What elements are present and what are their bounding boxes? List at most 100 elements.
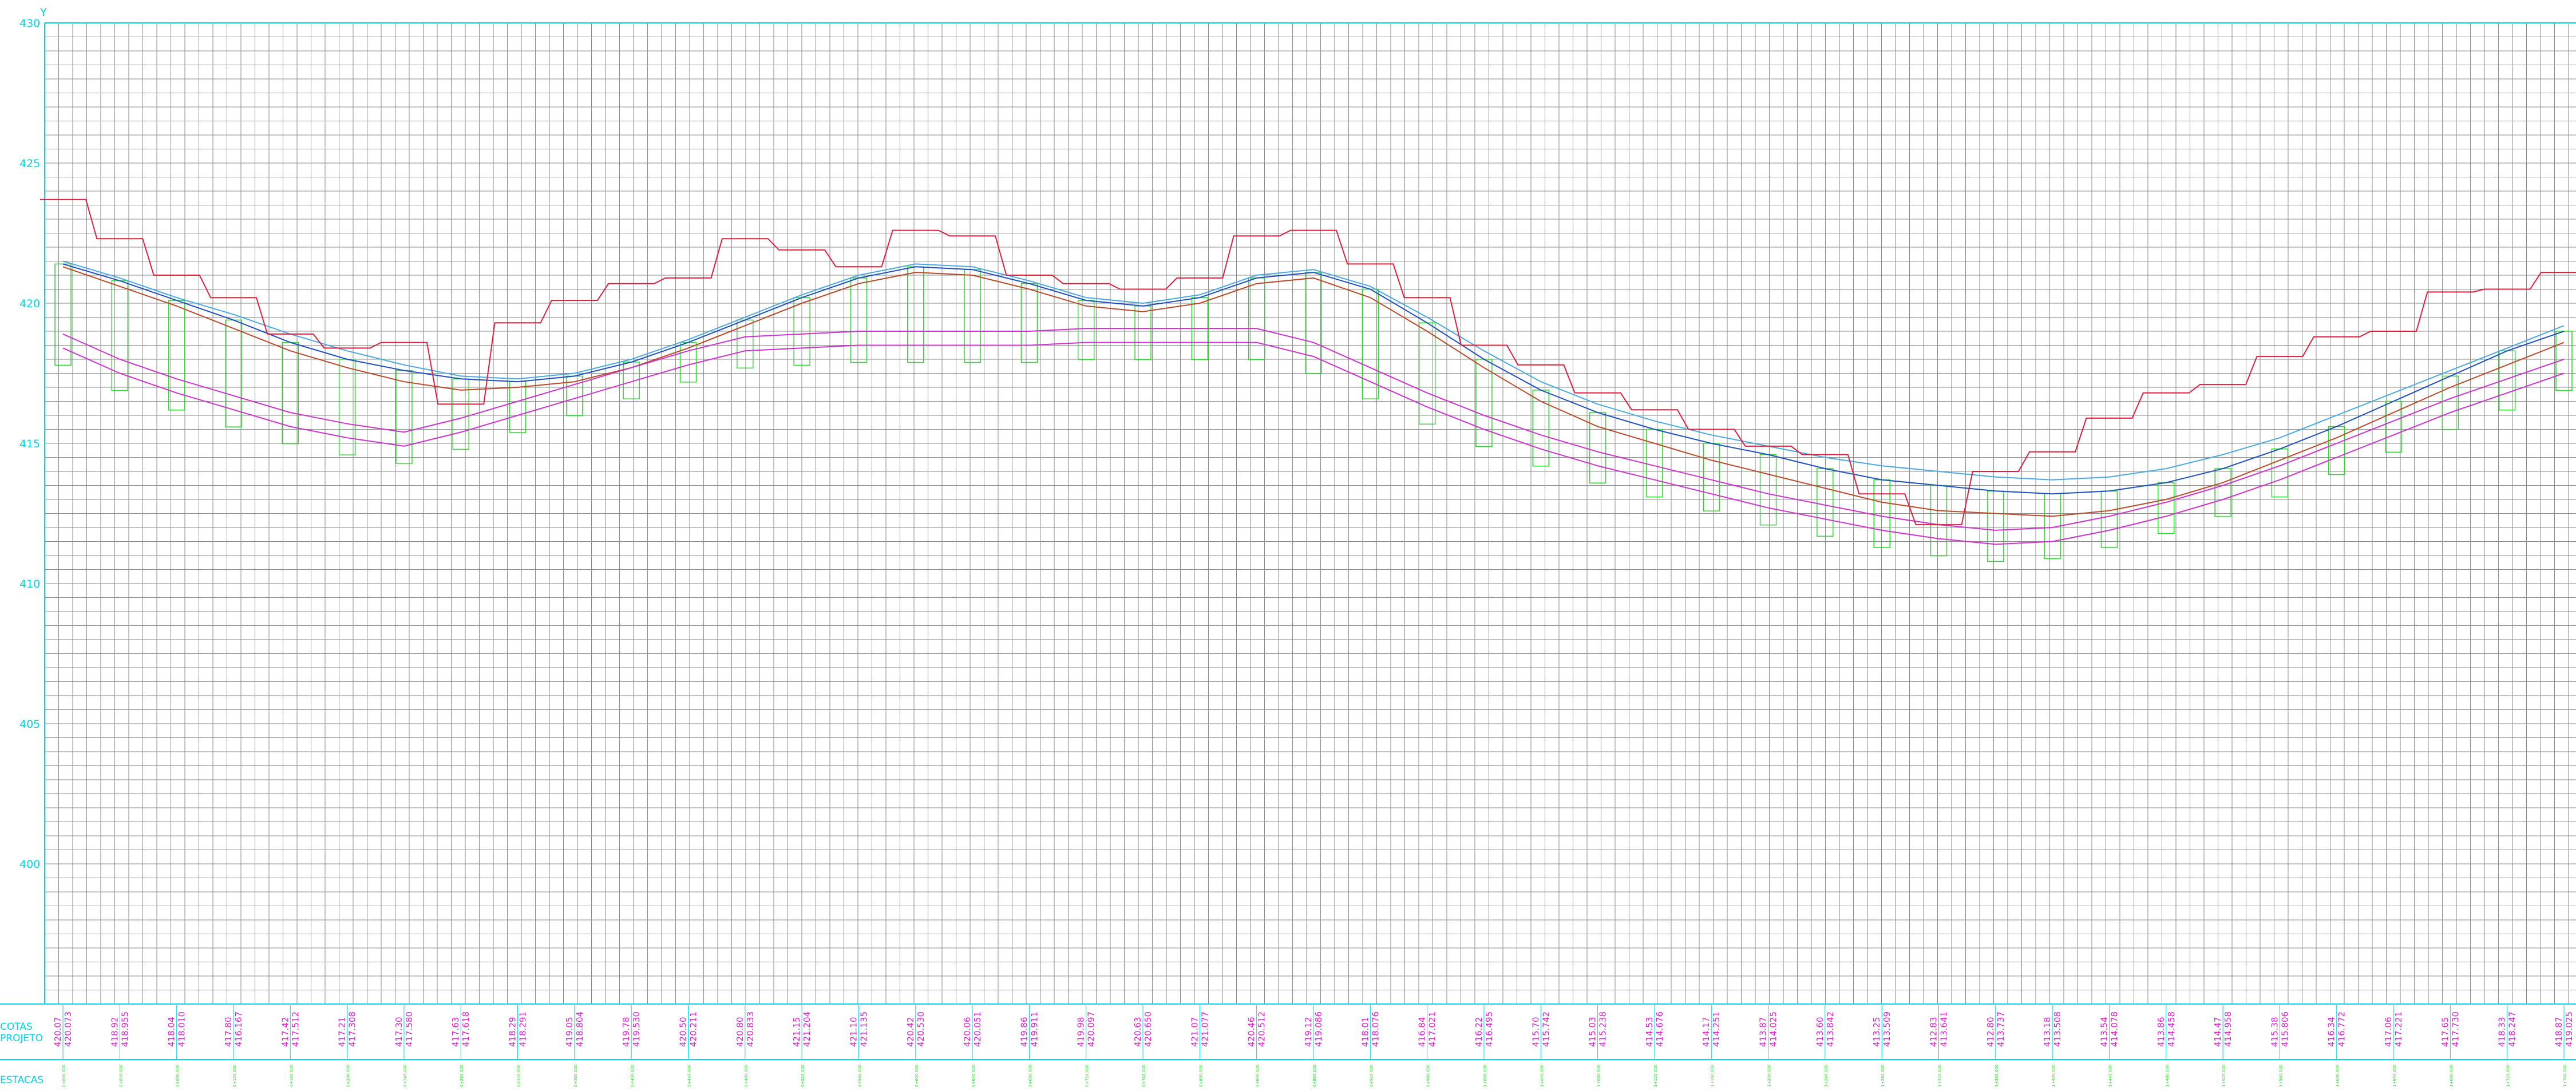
station-projeto: 419.530: [631, 1011, 642, 1047]
y-tick-label: 425: [19, 157, 40, 170]
station-projeto: 415.238: [1598, 1011, 1608, 1047]
station-estaca: 0+920,000: [1369, 1065, 1374, 1087]
station-estaca: 0+400,000: [630, 1065, 635, 1087]
y-tick-label: 405: [19, 718, 40, 731]
station-cota: 413.87: [1758, 1017, 1768, 1048]
station-estaca: 0+960,000: [1426, 1065, 1431, 1087]
y-tick-label: 420: [19, 297, 40, 310]
station-cota: 415.03: [1588, 1017, 1598, 1048]
station-cota: 420.80: [735, 1017, 745, 1048]
station-projeto: 420.051: [972, 1011, 983, 1047]
station-cota: 413.18: [2042, 1017, 2052, 1048]
station-estaca: 1+600,000: [2336, 1065, 2340, 1087]
station-projeto: 419.911: [1029, 1011, 1039, 1047]
station-cota: 413.54: [2099, 1017, 2109, 1048]
station-projeto: 417.580: [404, 1011, 414, 1047]
station-cota: 418.04: [167, 1017, 177, 1048]
station-estaca: 1+320,000: [1938, 1065, 1942, 1087]
station-projeto: 418.804: [575, 1011, 585, 1047]
surface-profile-line: [62, 266, 2565, 517]
station-cota: 420.46: [1247, 1017, 1257, 1048]
station-projeto: 418.076: [1370, 1011, 1380, 1047]
station-cota: 421.07: [1189, 1017, 1200, 1048]
station-estaca: 0+680,000: [1028, 1065, 1032, 1087]
station-estaca: 1+360,000: [1995, 1065, 1999, 1087]
row-label-estacas: ESTACAS: [0, 1074, 43, 1086]
station-estaca: 1+720,000: [2506, 1065, 2511, 1087]
station-projeto: 418.291: [518, 1011, 528, 1047]
station-estaca: 0+880,000: [1312, 1065, 1317, 1087]
station-cota: 419.78: [621, 1017, 631, 1048]
station-estaca: 0+280,000: [460, 1065, 464, 1087]
pipe-invert-line: [62, 342, 2565, 545]
station-estaca: 0+240,000: [403, 1065, 407, 1087]
station-cota: 419.98: [1076, 1017, 1086, 1048]
station-projeto: 416.495: [1484, 1011, 1494, 1047]
station-projeto: 413.509: [1882, 1011, 1892, 1047]
station-projeto: 414.676: [1655, 1011, 1665, 1047]
station-cota: 418.87: [2554, 1017, 2564, 1048]
station-estaca: 1+240,000: [1824, 1065, 1829, 1087]
pipe-top-line: [62, 328, 2565, 531]
station-estaca: 1+400,000: [2051, 1065, 2056, 1087]
y-tick-label: 430: [19, 17, 40, 30]
station-projeto: 420.097: [1086, 1011, 1097, 1047]
station-projeto: 414.251: [1711, 1011, 1722, 1047]
station-projeto: 421.077: [1200, 1011, 1210, 1047]
station-estaca: 1+000,000: [1483, 1065, 1487, 1087]
station-estaca: 1+040,000: [1540, 1065, 1544, 1087]
station-projeto: 416.772: [2337, 1011, 2347, 1047]
station-cota: 421.15: [792, 1017, 802, 1048]
station-projeto: 413.508: [2052, 1011, 2063, 1047]
station-estaca: 0+760,000: [1142, 1065, 1146, 1087]
station-cota: 416.22: [1474, 1017, 1484, 1048]
station-cota: 420.42: [905, 1017, 916, 1048]
station-cota: 418.92: [109, 1017, 120, 1048]
station-estaca: 0+520,000: [801, 1065, 805, 1087]
station-projeto: 415.742: [1541, 1011, 1551, 1047]
station-cota: 419.05: [564, 1017, 575, 1048]
station-projeto: 420.073: [63, 1011, 73, 1047]
station-estaca: 1+760,000: [2563, 1065, 2567, 1087]
station-estaca: 0+080,000: [176, 1065, 180, 1087]
station-estaca: 0+480,000: [744, 1065, 749, 1087]
row-label-projeto: PROJETO: [0, 1033, 43, 1044]
station-projeto: 420.833: [745, 1011, 755, 1047]
station-projeto: 413.737: [1996, 1011, 2006, 1047]
station-estaca: 1+200,000: [1767, 1065, 1772, 1087]
station-estaca: 0+640,000: [971, 1065, 976, 1087]
station-projeto: 420.211: [688, 1011, 699, 1047]
station-cota: 420.50: [678, 1017, 688, 1048]
station-labels: 420.07 420.073 0+000,000 418.92 418.955 0+040…: [53, 1005, 2574, 1087]
station-projeto: 416.167: [234, 1011, 244, 1047]
station-cota: 413.25: [1871, 1017, 1882, 1048]
station-cota: 420.06: [962, 1017, 972, 1048]
y-tick-label: 415: [19, 438, 40, 450]
station-cota: 417.30: [394, 1017, 404, 1048]
station-estaca: 1+680,000: [2449, 1065, 2454, 1087]
station-cota: 418.01: [1360, 1017, 1370, 1048]
station-projeto: 419.025: [2564, 1011, 2574, 1047]
station-cota: 418.33: [2497, 1017, 2507, 1048]
station-projeto: 420.650: [1143, 1011, 1153, 1047]
profile-series: [40, 199, 2576, 545]
station-projeto: 417.512: [290, 1011, 300, 1047]
station-projeto: 414.458: [2166, 1011, 2177, 1047]
station-estaca: 0+600,000: [915, 1065, 919, 1087]
station-estaca: 1+280,000: [1881, 1065, 1885, 1087]
station-projeto: 418.955: [120, 1011, 130, 1047]
station-projeto: 414.958: [2223, 1011, 2233, 1047]
station-estaca: 0+720,000: [1085, 1065, 1090, 1087]
y-tick-label: 410: [19, 578, 40, 590]
station-cota: 417.80: [223, 1017, 234, 1048]
station-cota: 416.34: [2326, 1017, 2337, 1048]
station-estaca: 0+000,000: [62, 1065, 66, 1087]
station-cota: 419.12: [1303, 1017, 1313, 1048]
station-projeto: 414.025: [1768, 1011, 1779, 1047]
frame: [0, 22, 2576, 1060]
station-projeto: 419.086: [1313, 1011, 1324, 1047]
station-cota: 413.86: [2156, 1017, 2166, 1048]
elevation-label-line: [40, 199, 2576, 526]
station-estaca: 0+360,000: [573, 1065, 578, 1087]
station-projeto: 415.806: [2280, 1011, 2290, 1047]
